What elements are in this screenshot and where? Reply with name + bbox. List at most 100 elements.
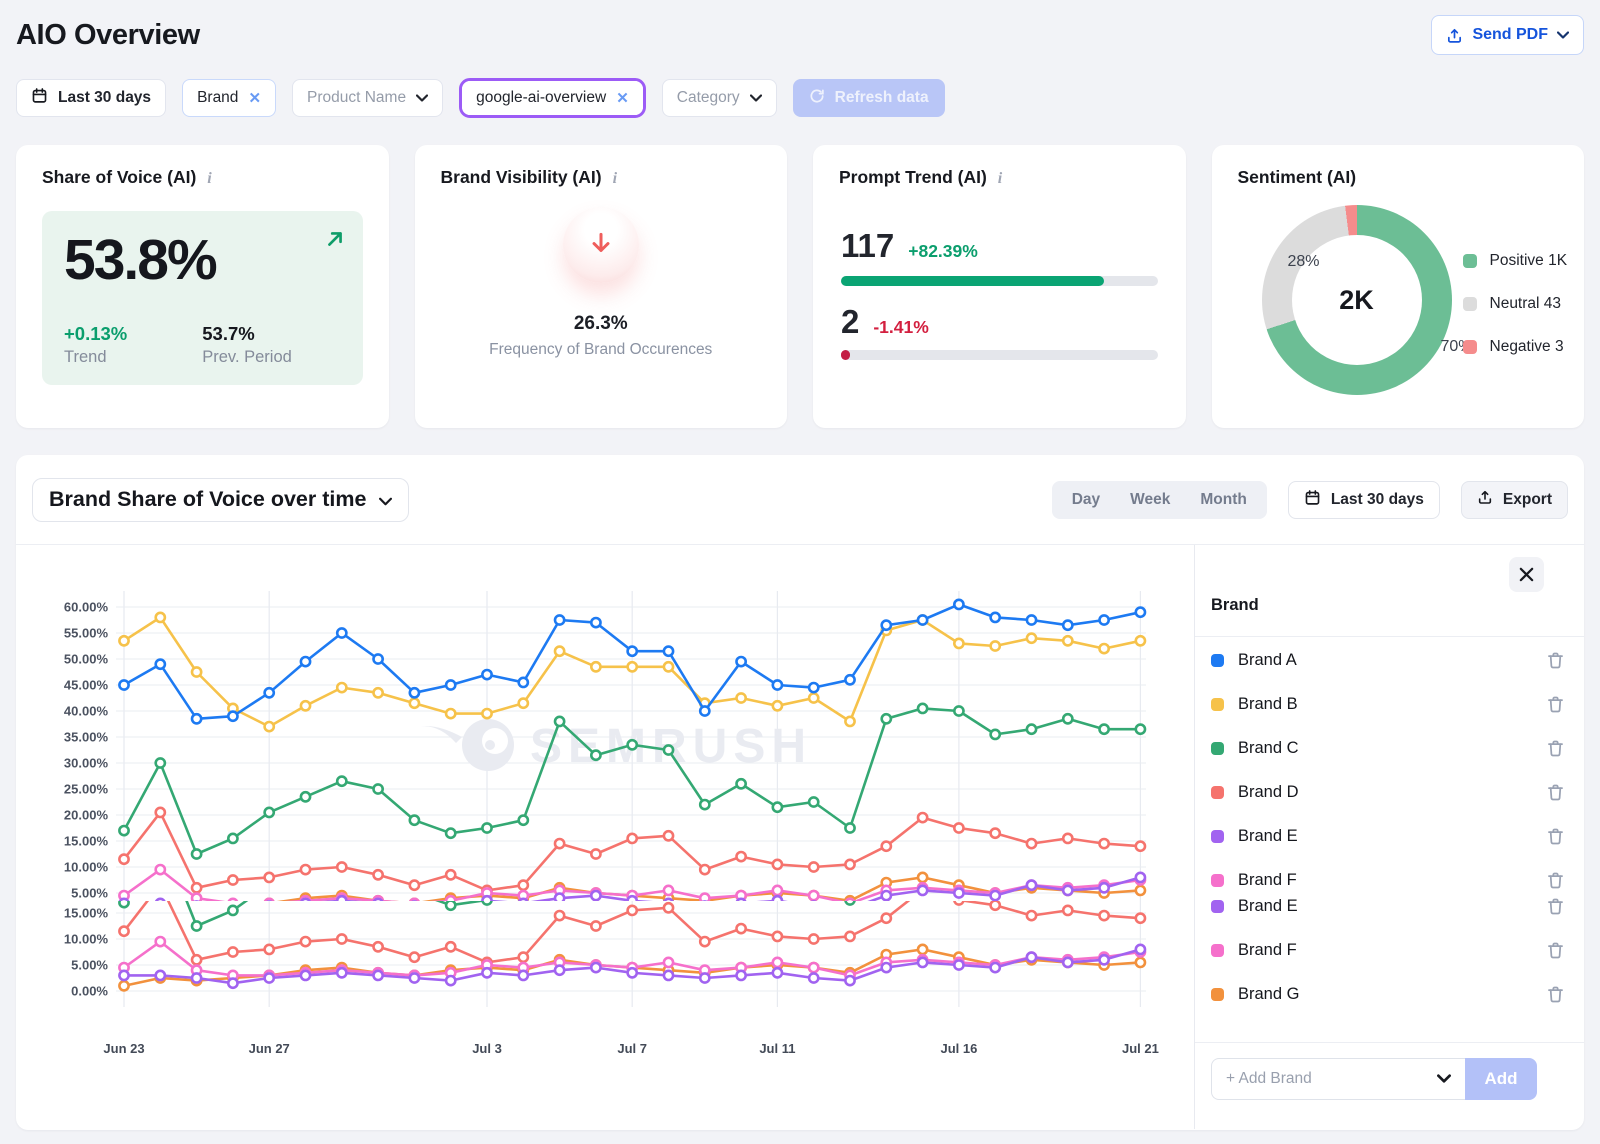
page-title: AIO Overview [16, 18, 200, 51]
sentiment-legend-item: Neutral 43 [1462, 294, 1585, 314]
highlighted-filter-outline: google-ai-overview ✕ [459, 78, 646, 118]
brand-color-swatch [1211, 987, 1224, 1001]
brand-color-swatch [1211, 653, 1224, 667]
prompt-trend-value-2: 2 [841, 303, 860, 340]
brand-color-swatch [1211, 899, 1224, 913]
chart-title-label: Brand Share of Voice over time [49, 487, 367, 511]
granularity-toggle: Day Week Month [1051, 480, 1267, 519]
delete-brand-button[interactable] [1543, 648, 1568, 673]
brand-label: Brand D [1238, 782, 1299, 801]
series-brand-e [118, 871, 1147, 901]
trend-value: +0.13% [64, 323, 128, 344]
info-icon[interactable]: i [612, 170, 618, 187]
export-button[interactable]: Export [1460, 480, 1568, 519]
brand-label: Brand F [1238, 870, 1297, 889]
brand-label: Brand C [1238, 738, 1299, 757]
delete-brand-button[interactable] [1543, 938, 1568, 963]
upload-icon [1477, 489, 1493, 510]
granularity-month[interactable]: Month [1185, 481, 1261, 519]
brand-color-swatch [1211, 785, 1224, 799]
product-name-label: Product Name [307, 89, 407, 106]
share-of-voice-card: Share of Voice (AI) i 53.8% +0.13% Trend… [16, 145, 389, 428]
svg-text:5.00%: 5.00% [71, 958, 108, 973]
legend-swatch [1462, 297, 1477, 311]
add-brand-select[interactable]: + Add Brand [1211, 1058, 1465, 1100]
legend-swatch [1462, 254, 1477, 268]
brand-label: Brand E [1238, 896, 1298, 915]
svg-text:Jun 27: Jun 27 [249, 1041, 290, 1056]
svg-text:Jul 21: Jul 21 [1122, 1041, 1159, 1056]
date-range-filter[interactable]: Last 30 days [16, 79, 167, 117]
sentiment-donut-chart: 2K [1261, 205, 1452, 395]
remove-brand-filter-icon[interactable]: ✕ [248, 90, 262, 107]
svg-text:15.00%: 15.00% [64, 834, 109, 849]
brand-legend-row: Brand C [1211, 726, 1568, 770]
brand-visibility-value: 26.3% [573, 313, 628, 334]
sentiment-title: Sentiment (AI) [1237, 167, 1357, 187]
add-brand-row: + Add Brand Add [1211, 1058, 1537, 1100]
series-brand-e [118, 943, 1147, 990]
series-brand-c [118, 702, 1147, 860]
brand-legend-row: Brand A [1211, 638, 1568, 682]
export-label: Export [1502, 490, 1552, 508]
svg-text:35.00%: 35.00% [64, 730, 109, 745]
brand-color-swatch [1211, 873, 1224, 887]
delete-brand-button[interactable] [1543, 780, 1568, 805]
brand-legend-row: Brand E [1211, 884, 1568, 928]
remove-google-ai-overview-icon[interactable]: ✕ [616, 90, 629, 107]
brand-legend-row: Brand E [1211, 814, 1568, 858]
add-brand-button[interactable]: Add [1465, 1058, 1537, 1100]
delete-brand-button[interactable] [1543, 824, 1568, 849]
category-label: Category [676, 89, 740, 106]
brand-legend-row: Brand F [1211, 858, 1568, 902]
delete-brand-button[interactable] [1543, 894, 1568, 919]
brand-visibility-title: Brand Visibility (AI) [440, 167, 602, 187]
close-panel-button[interactable] [1509, 557, 1544, 592]
brand-color-swatch [1211, 829, 1224, 843]
chart-date-range-button[interactable]: Last 30 days [1287, 480, 1440, 519]
share-of-voice-line-chart[interactable]: 60.00% 55.00% 50.00% 45.00% 40.00% 35.00% 30.0… [16, 545, 1194, 1129]
share-of-voice-title: Share of Voice (AI) [42, 167, 197, 187]
brand-legend-row: Brand F [1211, 928, 1568, 972]
svg-text:0.00%: 0.00% [71, 984, 108, 999]
info-icon[interactable]: i [997, 170, 1003, 187]
prompt-trend-title: Prompt Trend (AI) [839, 167, 987, 187]
granularity-week[interactable]: Week [1115, 481, 1185, 519]
brand-label: Brand E [1238, 826, 1298, 845]
legend-label: Positive 1K [1489, 252, 1568, 269]
calendar-icon [1304, 489, 1321, 511]
send-pdf-label: Send PDF [1472, 26, 1548, 43]
granularity-day[interactable]: Day [1057, 481, 1115, 519]
svg-text:Jul 11: Jul 11 [759, 1041, 795, 1056]
category-filter[interactable]: Category [661, 79, 777, 117]
delete-brand-button[interactable] [1543, 868, 1568, 893]
legend-label: Neutral 43 [1489, 295, 1562, 312]
chart-card-body: 60.00% 55.00% 50.00% 45.00% 40.00% 35.00% 30.0… [16, 545, 1584, 1129]
svg-text:60.00%: 60.00% [64, 600, 109, 615]
kpi-row: Share of Voice (AI) i 53.8% +0.13% Trend… [16, 145, 1584, 428]
refresh-data-button[interactable]: Refresh data [792, 79, 945, 117]
info-icon[interactable]: i [207, 170, 212, 187]
prompt-trend-bar-2 [841, 350, 1158, 360]
google-ai-overview-chip[interactable]: google-ai-overview ✕ [462, 81, 643, 115]
product-name-filter[interactable]: Product Name [292, 79, 444, 117]
svg-text:25.00%: 25.00% [64, 782, 109, 797]
neutral-percent-label: 28% [1287, 253, 1320, 270]
delete-brand-button[interactable] [1543, 736, 1568, 761]
legend-swatch [1462, 340, 1477, 354]
divider [1195, 1042, 1584, 1043]
send-pdf-button[interactable]: Send PDF [1431, 15, 1584, 55]
brand-filter-chip[interactable]: Brand ✕ [182, 79, 277, 117]
sentiment-legend: Positive 1K Neutral 43 Negative 3 [1462, 251, 1585, 380]
svg-text:Jul 16: Jul 16 [940, 1041, 977, 1056]
delete-brand-button[interactable] [1543, 692, 1568, 717]
arrow-down-icon [586, 228, 616, 263]
sentiment-card: Sentiment (AI) 2K 28% 70% Positive 1K Ne… [1211, 145, 1585, 428]
prompt-trend-bar-1 [841, 276, 1158, 286]
refresh-data-label: Refresh data [834, 89, 929, 106]
delete-brand-button[interactable] [1543, 982, 1568, 1007]
sentiment-total: 2K [1291, 235, 1422, 365]
chart-title-dropdown[interactable]: Brand Share of Voice over time [32, 477, 410, 522]
svg-text:Jun 23: Jun 23 [103, 1041, 144, 1056]
refresh-icon [809, 88, 825, 109]
